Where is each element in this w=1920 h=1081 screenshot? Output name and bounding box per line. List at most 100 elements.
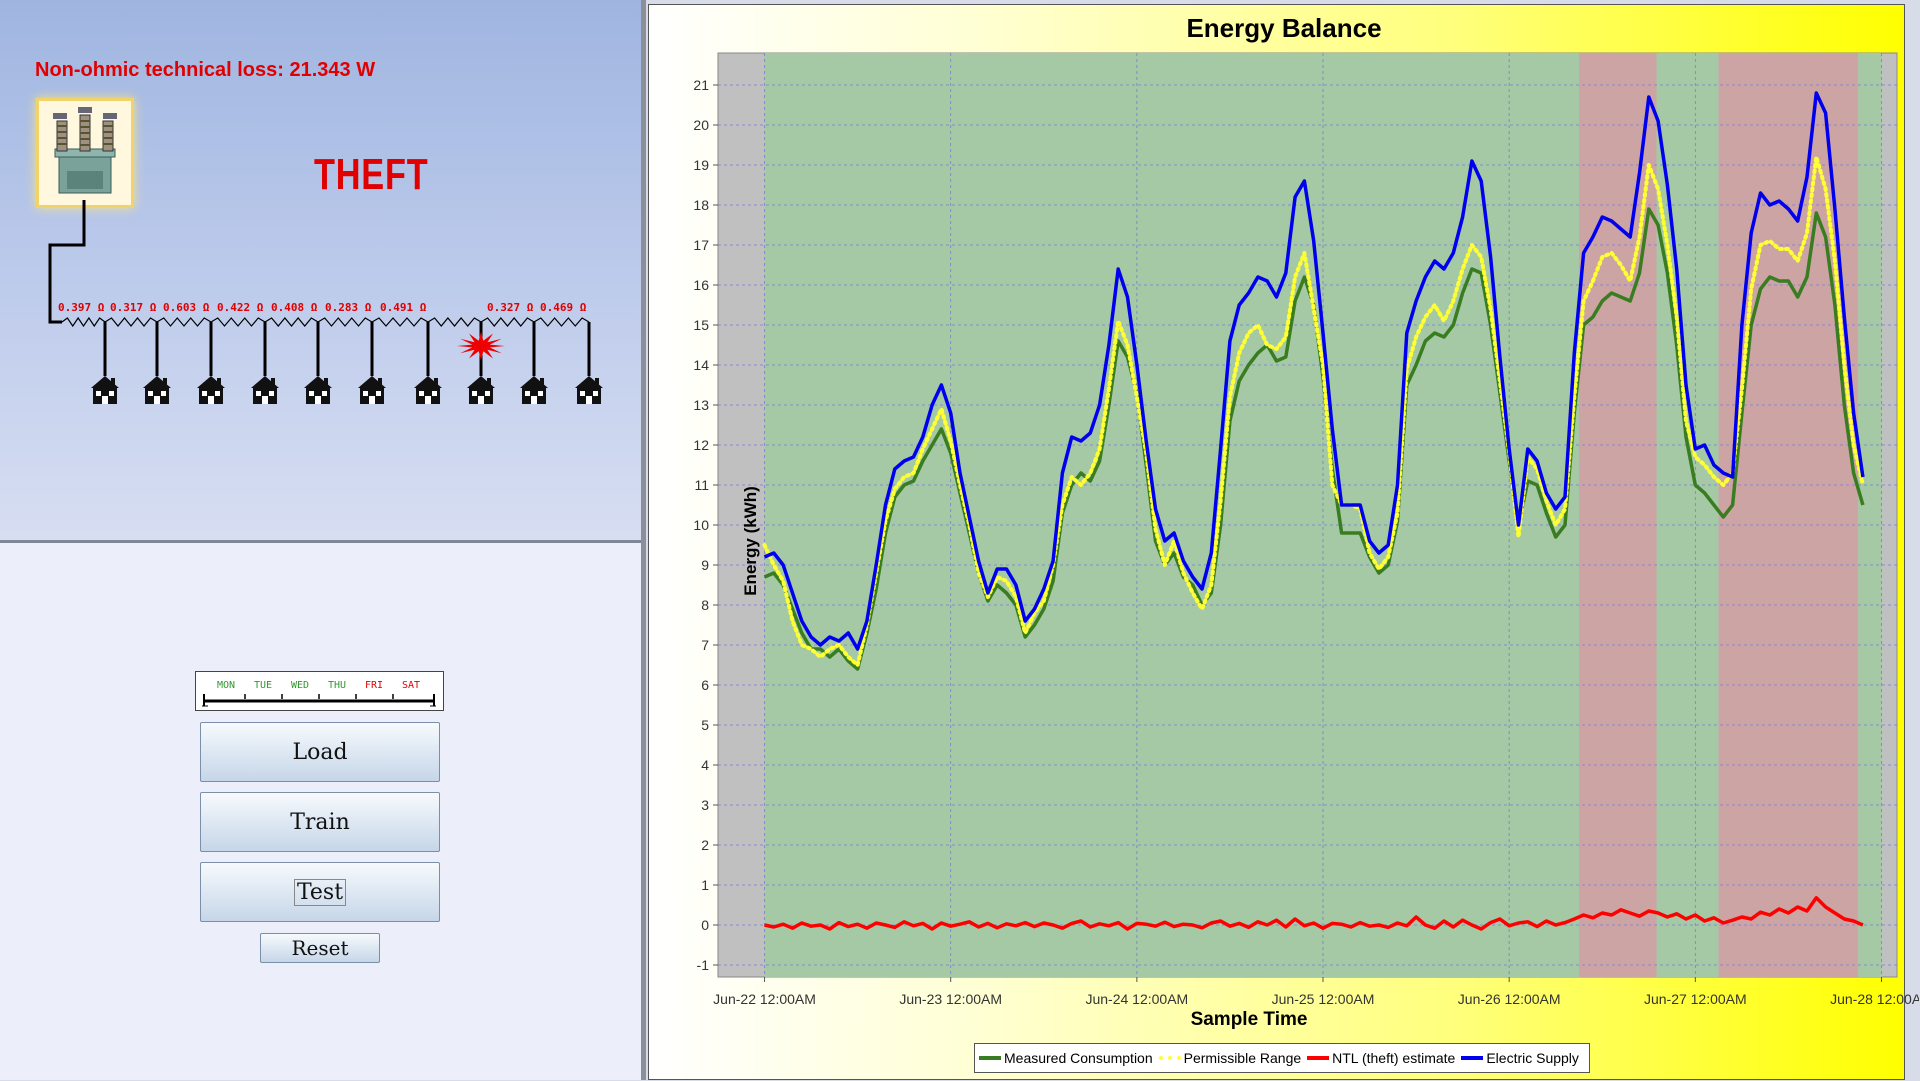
day-tick-label: SAT — [402, 680, 420, 691]
series-line-ntl-theft-estimate — [764, 896, 1864, 931]
house-icon[interactable] — [197, 376, 225, 404]
theft-status-label: THEFT — [314, 150, 429, 199]
y-tick-label: 2 — [701, 837, 709, 853]
resistor-label: 0.327 Ω — [487, 301, 534, 314]
state-band-normal — [764, 53, 1579, 977]
y-tick-label: 7 — [701, 637, 709, 653]
house-icon[interactable] — [467, 376, 495, 404]
y-tick-label: 9 — [701, 557, 709, 573]
house-icon[interactable] — [358, 376, 386, 404]
line-resistor — [480, 317, 535, 327]
day-range-slider[interactable]: MON TUE WED THU FRI SAT — [195, 671, 444, 711]
legend-label: NTL (theft) estimate — [1332, 1050, 1456, 1066]
chart-title: Energy Balance — [1186, 13, 1382, 43]
legend-swatch — [979, 1056, 1001, 1060]
chart-legend: Measured Consumption Permissible Range NTL… — [974, 1043, 1590, 1073]
house-icon[interactable] — [520, 376, 548, 404]
legend-item: NTL (theft) estimate — [1307, 1050, 1455, 1066]
reset-button[interactable]: Reset — [260, 933, 380, 963]
y-tick-label: 17 — [693, 237, 709, 253]
energy-balance-chart: -1 0 1 2 3 4 5 6 7 8 9 10 11 12 13 14 15 16 17 18 19 20 21 Jun… — [648, 4, 1919, 1080]
y-tick-label: 6 — [701, 677, 709, 693]
legend-label: Measured Consumption — [1004, 1050, 1153, 1066]
feeder-wire — [48, 200, 86, 324]
y-tick-label: 20 — [693, 117, 709, 133]
resistor-label: 0.317 Ω — [110, 301, 157, 314]
line-resistor — [533, 317, 590, 327]
y-tick-label: 21 — [693, 77, 709, 93]
x-tick-label: Jun-23 12:00AM — [899, 991, 1002, 1007]
state-band-normal — [1656, 53, 1719, 977]
y-tick-label: -1 — [697, 957, 710, 973]
line-resistor — [264, 317, 319, 327]
y-tick-label: 10 — [693, 517, 709, 533]
house-icon[interactable] — [414, 376, 442, 404]
resistor-label: 0.469 Ω — [540, 301, 587, 314]
line-resistor — [371, 317, 429, 327]
y-tick-label: 15 — [693, 317, 709, 333]
day-tick-label: MON — [217, 680, 235, 691]
series-line-electric-supply — [763, 91, 1865, 651]
day-tick-label: THU — [328, 680, 346, 691]
day-tick-label: FRI — [365, 680, 383, 691]
x-tick-label: Jun-27 12:00AM — [1644, 991, 1747, 1007]
legend-swatch — [1307, 1056, 1330, 1060]
y-tick-label: 1 — [701, 877, 709, 893]
house-icon[interactable] — [91, 376, 119, 404]
legend-item: Electric Supply — [1461, 1050, 1579, 1066]
test-button[interactable]: Test — [200, 862, 440, 922]
line-resistor — [427, 317, 482, 327]
legend-item: Measured Consumption — [979, 1050, 1153, 1066]
y-tick-label: 16 — [693, 277, 709, 293]
y-tick-label: 14 — [693, 357, 709, 373]
line-resistor — [317, 317, 373, 327]
y-tick-label: 12 — [693, 437, 709, 453]
resistor-label: 0.491 Ω — [380, 301, 427, 314]
x-tick-label: Jun-26 12:00AM — [1458, 991, 1561, 1007]
y-tick-label: 3 — [701, 797, 709, 813]
technical-loss-label: Non-ohmic technical loss: 21.343 W — [35, 59, 376, 81]
y-tick-label: 5 — [701, 717, 709, 733]
distribution-line-diagram: 0.397 Ω 0.317 Ω 0.603 Ω 0.422 Ω 0.408 Ω 0.283… — [48, 200, 603, 404]
house-icon[interactable] — [304, 376, 332, 404]
y-tick-label: 4 — [701, 757, 709, 773]
y-tick-label: 18 — [693, 197, 709, 213]
resistor-label: 0.408 Ω — [271, 301, 318, 314]
y-tick-label: 8 — [701, 597, 709, 613]
y-tick-label: 0 — [701, 917, 709, 933]
y-tick-label: 13 — [693, 397, 709, 413]
house-icon[interactable] — [143, 376, 171, 404]
x-tick-label: Jun-28 12:00AM — [1830, 991, 1919, 1007]
resistor-label: 0.603 Ω — [163, 301, 210, 314]
line-resistor — [156, 317, 212, 327]
load-button[interactable]: Load — [200, 722, 440, 782]
y-tick-label: 19 — [693, 157, 709, 173]
house-icon[interactable] — [251, 376, 279, 404]
series-line-permissible-range — [762, 155, 1865, 667]
legend-label: Electric Supply — [1486, 1050, 1579, 1066]
transformer-icon[interactable] — [36, 98, 134, 208]
vertical-divider[interactable] — [641, 0, 646, 1080]
house-icon[interactable] — [575, 376, 603, 404]
line-resistor — [210, 317, 266, 327]
resistor-label: 0.283 Ω — [325, 301, 372, 314]
line-resistor — [61, 316, 106, 328]
x-tick-label: Jun-25 12:00AM — [1272, 991, 1375, 1007]
horizontal-divider[interactable] — [0, 540, 641, 543]
theft-burst-icon — [457, 331, 505, 361]
test-button-label: Test — [293, 878, 347, 906]
resistor-label: 0.397 Ω — [58, 301, 105, 314]
x-axis-title: Sample Time — [1190, 1009, 1308, 1030]
y-axis-title: Energy (kWh) — [741, 486, 760, 596]
x-tick-label: Jun-24 12:00AM — [1085, 991, 1188, 1007]
x-tick-label: Jun-22 12:00AM — [713, 991, 816, 1007]
line-resistor — [104, 317, 158, 327]
day-tick-label: TUE — [254, 680, 272, 691]
legend-item: Permissible Range — [1158, 1050, 1301, 1066]
legend-swatch — [1158, 1056, 1181, 1060]
train-button[interactable]: Train — [200, 792, 440, 852]
legend-swatch — [1461, 1056, 1484, 1060]
day-tick-label: WED — [291, 680, 309, 691]
resistor-label: 0.422 Ω — [217, 301, 264, 314]
